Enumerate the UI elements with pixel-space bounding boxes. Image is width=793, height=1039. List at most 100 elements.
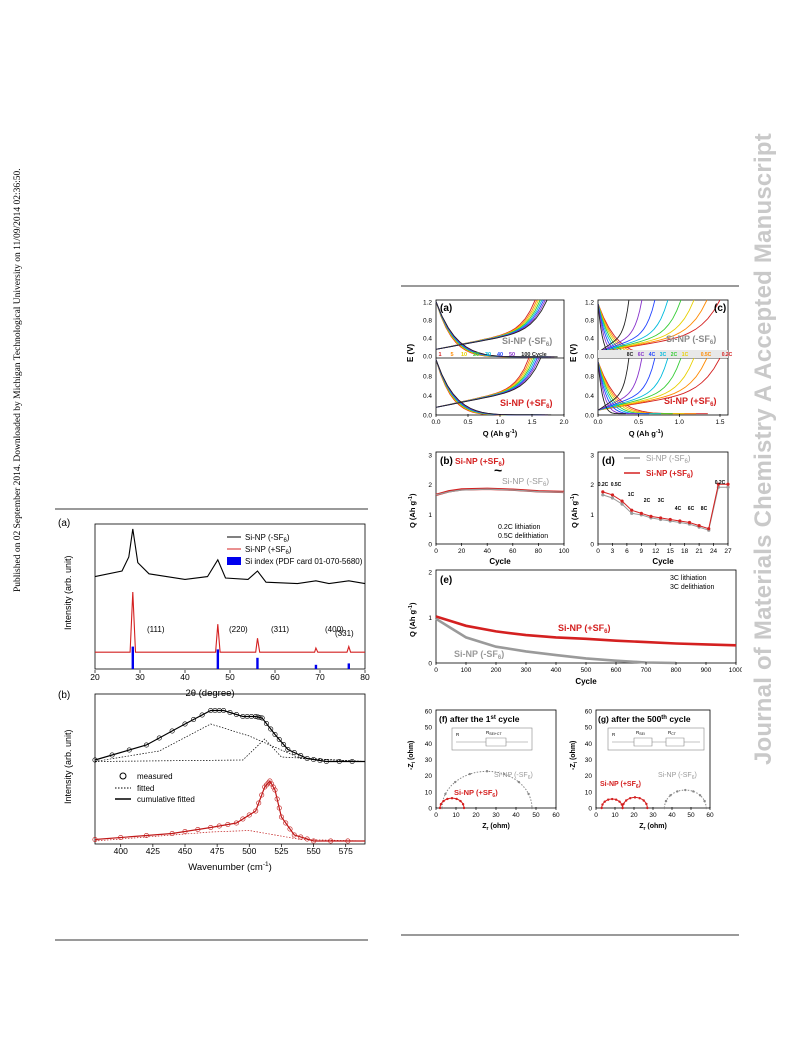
- y-tick-label: 30: [585, 757, 593, 764]
- y-tick-label: 1: [428, 512, 432, 519]
- raman-measured-point: [156, 735, 162, 741]
- x-tick-label: 10: [611, 812, 619, 819]
- nyquist-point: [692, 790, 695, 793]
- rate-label: 8C: [627, 352, 634, 358]
- rate-profile: [597, 357, 630, 411]
- right-panel-c-curves: [597, 299, 728, 415]
- raman-measured-point: [274, 796, 280, 802]
- rate-label: 1C: [628, 492, 635, 498]
- y-tick-label: 0.4: [585, 336, 594, 343]
- x-tick-label: 900: [701, 667, 712, 674]
- x-tick-label: 0.0: [431, 419, 440, 426]
- y-tick-label: 3: [590, 453, 594, 460]
- x-tick-label: 1.0: [495, 419, 504, 426]
- legend-swatch-index: [227, 557, 241, 565]
- rate-point: [668, 517, 672, 522]
- x-tick-label: 60: [552, 812, 560, 819]
- raman-measured-point: [263, 721, 269, 727]
- raman-measured-point: [323, 759, 329, 765]
- legend-measured: measured: [137, 772, 173, 781]
- nyquist-arc: [601, 798, 624, 809]
- raman-measured-point: [225, 821, 231, 827]
- y-tick-label: 2: [428, 482, 432, 489]
- x-tick-label: 24: [710, 548, 718, 555]
- x-tick-label: 700: [641, 667, 652, 674]
- rate-label: 0.5C: [611, 482, 622, 488]
- raman-measured-point: [317, 758, 323, 764]
- left-panel-a-xlabel: 2θ (degree): [185, 688, 234, 699]
- x-tick-label: 3: [611, 548, 615, 555]
- y-tick-label: 10: [425, 789, 433, 796]
- left-panel-a-frame: [94, 523, 366, 670]
- right-panel-d-ylabel: Q (Ah g-1): [570, 493, 579, 528]
- nyquist-point: [638, 796, 641, 800]
- raman-measured-point: [256, 800, 262, 806]
- cycle-label: 40: [497, 352, 503, 358]
- right-panel-b-frame: [435, 451, 565, 545]
- nyquist-point: [462, 806, 466, 810]
- rate-point: [610, 496, 615, 500]
- raman-measured-point: [283, 820, 289, 826]
- x-tick-label: 80: [360, 672, 370, 682]
- left-figure: (a) Si-NP (-SF6) Si-NP (+SF6) Si index (…: [58, 518, 370, 872]
- right-panel-a-label: (a): [440, 303, 452, 314]
- y-tick-label: 50: [425, 725, 433, 732]
- right-panel-c-rate-labels: 8C 6C 4C 3C 2C 1C 0.5C 0.2C: [627, 352, 733, 358]
- right-panel-c: (c) Si-NP (-SF6) Si-NP (+SF6) 8C 6C 4C 3C 2C…: [569, 292, 733, 438]
- x-tick-label: 20: [90, 672, 100, 682]
- rate-point: [687, 520, 692, 525]
- journal-watermark: Journal of Materials Chemistry A Accepte…: [750, 133, 777, 765]
- right-panel-a-cycle-labels: 1 5 10 20 30 40 50 100 Cycle: [438, 352, 546, 358]
- right-panel-d-minus: Si-NP (-SF6): [646, 454, 691, 465]
- right-panel-e-note1: 3C lithiation: [670, 575, 707, 582]
- rate-profile: [597, 299, 656, 353]
- x-tick-label: 800: [671, 667, 682, 674]
- top-right-rule: [401, 285, 739, 287]
- x-tick-label: 550: [306, 846, 320, 856]
- cycle-label: 50: [509, 352, 515, 358]
- cycle-curve-minus: [435, 488, 565, 496]
- raman-measured-point: [328, 838, 334, 844]
- raman-measured-point: [182, 721, 188, 727]
- y-tick-label: 0: [428, 542, 432, 549]
- right-panel-a-upper: Si-NP (-SF6): [502, 336, 552, 348]
- x-tick-label: 475: [210, 846, 224, 856]
- rate-profile: [597, 299, 695, 353]
- legend-measured-symbol: [119, 772, 127, 780]
- right-panel-g-xticks: 0 10 20 30 40 50 60: [594, 807, 714, 819]
- right-panel-a-xticks: 0.0 0.5 1.0 1.5 2.0: [431, 414, 569, 426]
- y-tick-label: 0.0: [423, 413, 432, 420]
- right-panel-e-note2: 3C delithiation: [670, 584, 714, 591]
- nyquist-point: [455, 797, 458, 801]
- xrd-curve-minus: [94, 528, 366, 585]
- raman-measured-point: [276, 737, 282, 743]
- x-tick-label: 2.0: [559, 419, 568, 426]
- raman-measured-point: [240, 816, 246, 822]
- right-panel-g-circuit-r-sei: RSEI: [636, 730, 645, 736]
- x-tick-label: 0: [434, 667, 438, 674]
- nyquist-point: [440, 806, 444, 810]
- right-panel-g-yticks: 60 50 40 30 20 10 0: [585, 709, 593, 813]
- x-tick-label: 30: [649, 812, 657, 819]
- rate-label: 4C: [649, 352, 656, 358]
- x-tick-label: 20: [630, 812, 638, 819]
- nyquist-point: [485, 770, 489, 773]
- y-tick-label: 50: [585, 725, 593, 732]
- peak-label-220: (220): [229, 625, 248, 634]
- x-tick-label: 40: [668, 812, 676, 819]
- y-tick-label: 1.2: [585, 300, 594, 307]
- raman-measured-point: [276, 805, 282, 811]
- rate-profile: [597, 361, 650, 415]
- rate-label: 4C: [675, 506, 682, 512]
- rate-point: [601, 490, 605, 494]
- raman-measured-point: [270, 784, 276, 790]
- right-panel-f-circuit-r-sei-ct: RSEI+CT: [486, 730, 502, 736]
- right-panel-b-yticks: 3 2 1 0: [428, 453, 432, 549]
- y-tick-label: 0.8: [585, 374, 594, 381]
- rate-profile: [597, 299, 721, 353]
- nyquist-point: [444, 792, 447, 796]
- raman-measured-point: [208, 824, 214, 830]
- x-tick-label: 18: [681, 548, 689, 555]
- left-mid-rule: [55, 508, 368, 510]
- rate-point: [697, 524, 701, 528]
